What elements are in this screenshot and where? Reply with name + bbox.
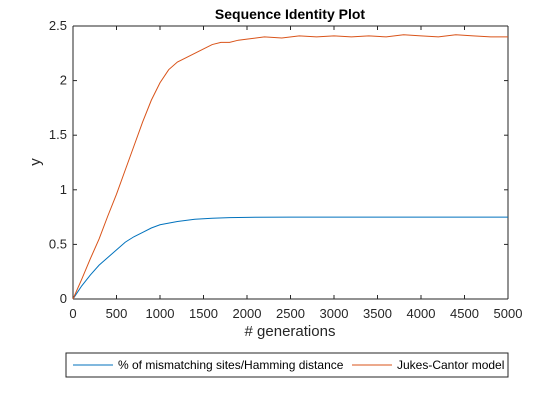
series-line-jukes-cantor — [72, 34, 508, 300]
series-layer — [72, 34, 508, 300]
x-tick-label: 3500 — [363, 306, 392, 321]
x-tick-label: 1000 — [146, 306, 175, 321]
x-tick-label: 500 — [106, 306, 128, 321]
y-tick-label: 2.5 — [49, 18, 67, 33]
x-axis-title: # generations — [245, 323, 336, 340]
x-tick-label: 2000 — [233, 306, 262, 321]
plot-area — [72, 25, 509, 300]
x-tick-label: 4000 — [407, 306, 436, 321]
x-tick-label: 1500 — [189, 306, 218, 321]
legend: % of mismatching sites/Hamming distance … — [65, 352, 509, 378]
y-tick-label: 0.5 — [49, 236, 67, 251]
x-tick-label: 2500 — [276, 306, 305, 321]
legend-label-hamming: % of mismatching sites/Hamming distance — [118, 358, 344, 372]
y-tick-label: 0 — [60, 291, 67, 306]
legend-label-jukes-cantor: Jukes-Cantor model — [397, 358, 504, 372]
x-tick-label: 5000 — [494, 306, 523, 321]
x-tick-label: 0 — [69, 306, 76, 321]
y-tick-label: 2 — [60, 73, 67, 88]
y-tick-label: 1 — [60, 182, 67, 197]
y-axis-ticks: 0 0.5 1 1.5 2 2.5 — [49, 18, 508, 306]
legend-box — [65, 352, 509, 378]
series-line-hamming — [72, 216, 508, 300]
x-tick-label: 4500 — [450, 306, 479, 321]
x-tick-label: 3000 — [320, 306, 349, 321]
y-axis-title: y — [27, 158, 44, 166]
x-axis-ticks: 0 500 1000 1500 2000 2500 3000 3500 4000 4500 5000 — [69, 26, 522, 321]
y-tick-label: 1.5 — [49, 127, 67, 142]
chart-title: Sequence Identity Plot — [215, 6, 365, 22]
